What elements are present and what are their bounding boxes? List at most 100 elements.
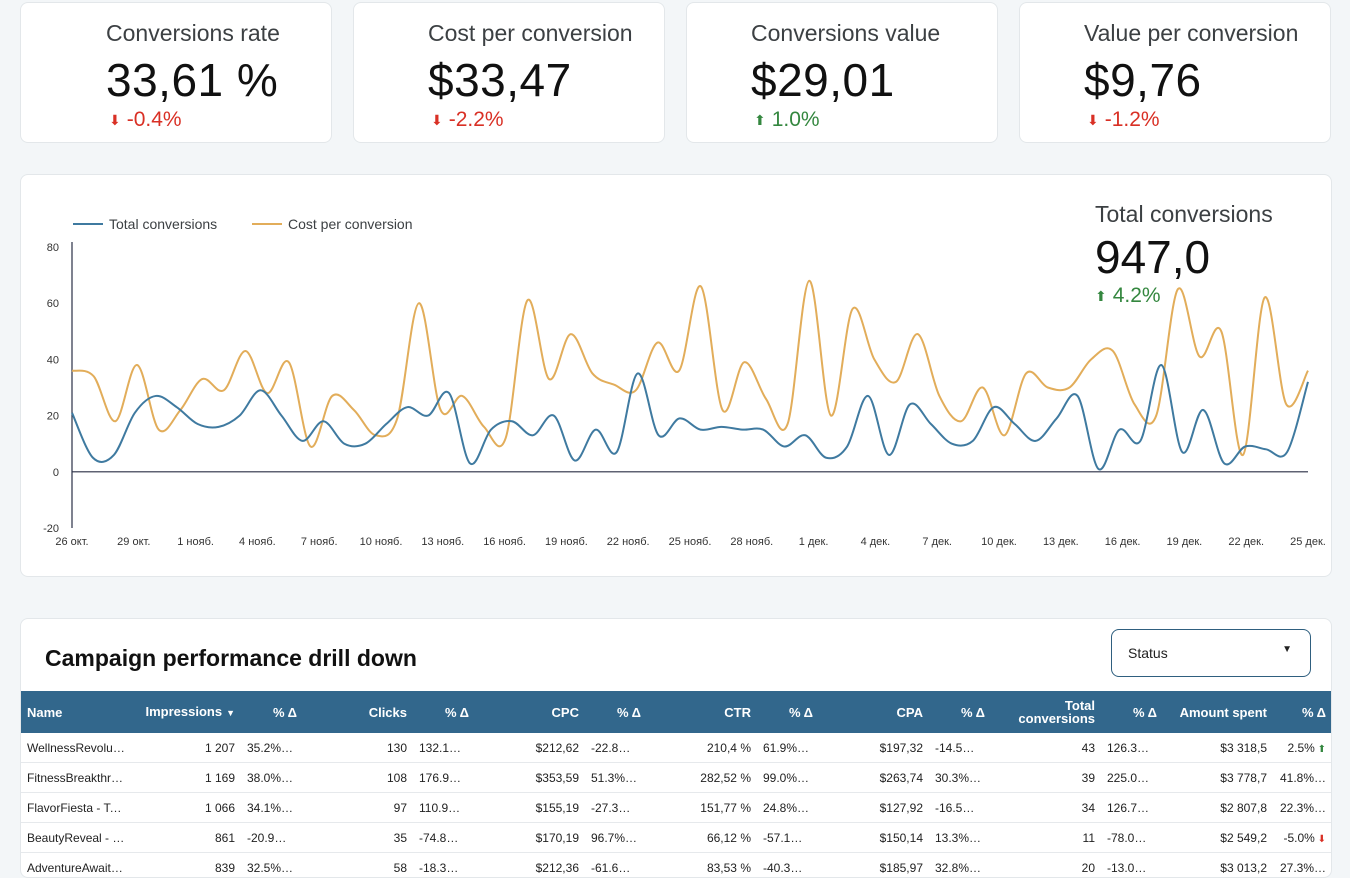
x-tick-label: 10 нояб. xyxy=(360,536,403,548)
kpi-delta-value: -2.2% xyxy=(449,108,504,131)
col-header-delta[interactable]: % Δ xyxy=(1101,691,1163,733)
table-cell: 1 207 xyxy=(131,733,241,763)
table-cell: $170,19 xyxy=(475,823,585,853)
table-cell: $185,97 xyxy=(819,853,929,878)
status-dropdown-label: Status xyxy=(1128,645,1168,661)
col-header-delta[interactable]: % Δ xyxy=(413,691,475,733)
y-tick-label: -20 xyxy=(43,523,59,535)
kpi-value: 33,61 % xyxy=(106,53,278,107)
table-cell: 43 xyxy=(991,733,1101,763)
table-cell: 132.1… xyxy=(413,733,475,763)
kpi-card-cost-per-conversion: Cost per conversion $33,47 ⬇-2.2% xyxy=(353,2,665,143)
x-tick-label: 7 дек. xyxy=(922,536,952,548)
kpi-value: $29,01 xyxy=(751,53,895,107)
kpi-delta: ⬆1.0% xyxy=(754,108,820,132)
x-tick-label: 1 нояб. xyxy=(177,536,214,548)
table-cell: 32.8%… xyxy=(929,853,991,878)
table-cell: 108 xyxy=(303,763,413,793)
col-header-cpa[interactable]: CPA xyxy=(819,691,929,733)
table-cell: 35 xyxy=(303,823,413,853)
col-header-delta[interactable]: % Δ xyxy=(585,691,647,733)
cell-campaign-name: BeautyReveal - … xyxy=(21,823,131,853)
total-conversions-value: 947,0 xyxy=(1095,230,1273,284)
legend-label: Total conversions xyxy=(109,216,217,232)
table-row[interactable]: BeautyReveal - …861-20.9…35-74.8…$170,19… xyxy=(21,823,1332,853)
col-header-delta[interactable]: % Δ xyxy=(929,691,991,733)
table-cell: -14.5… xyxy=(929,733,991,763)
kpi-title: Conversions rate xyxy=(106,20,280,47)
table-cell: $353,59 xyxy=(475,763,585,793)
col-header-ctr[interactable]: CTR xyxy=(647,691,757,733)
col-header-name[interactable]: Name xyxy=(21,691,131,733)
cell-campaign-name: FlavorFiesta - Te… xyxy=(21,793,131,823)
table-cell: 1 066 xyxy=(131,793,241,823)
total-conversions-delta: ⬆4.2% xyxy=(1095,284,1273,308)
x-tick-label: 1 дек. xyxy=(799,536,829,548)
kpi-delta: ⬇-2.2% xyxy=(431,108,504,132)
table-cell: -22.8… xyxy=(585,733,647,763)
x-tick-label: 4 нояб. xyxy=(239,536,276,548)
table-cell: -27.3… xyxy=(585,793,647,823)
table-cell: $2 807,8 xyxy=(1163,793,1273,823)
table-cell: 210,4 % xyxy=(647,733,757,763)
kpi-card-conversions-rate: Conversions rate 33,61 % ⬇ -0.4% xyxy=(20,2,332,143)
table-cell: -74.8… xyxy=(413,823,475,853)
kpi-delta: ⬇ -0.4% xyxy=(109,108,182,132)
table-header-row: Name Impressions▼ % Δ Clicks % Δ CPC % Δ… xyxy=(21,691,1332,733)
table-cell: 97 xyxy=(303,793,413,823)
arrow-down-icon: ⬇ xyxy=(1315,834,1326,845)
col-header-cpc[interactable]: CPC xyxy=(475,691,585,733)
table-cell: $3 318,5 xyxy=(1163,733,1273,763)
table-cell: -57.1… xyxy=(757,823,819,853)
table-cell: 22.3%… xyxy=(1273,793,1332,823)
col-header-amount-spent[interactable]: Amount spent xyxy=(1163,691,1273,733)
table-cell: 130 xyxy=(303,733,413,763)
x-tick-label: 13 нояб. xyxy=(421,536,464,548)
table-cell: $2 549,2 xyxy=(1163,823,1273,853)
kpi-title: Conversions value xyxy=(751,20,940,47)
table-cell: $263,74 xyxy=(819,763,929,793)
table-cell: 32.5%… xyxy=(241,853,303,878)
table-cell: 110.9… xyxy=(413,793,475,823)
table-cell: -16.5… xyxy=(929,793,991,823)
x-tick-label: 26 окт. xyxy=(55,536,88,548)
col-header-delta[interactable]: % Δ xyxy=(757,691,819,733)
table-cell: 41.8%… xyxy=(1273,763,1332,793)
table-cell: -78.0… xyxy=(1101,823,1163,853)
table-cell: -20.9… xyxy=(241,823,303,853)
table-cell: 1 169 xyxy=(131,763,241,793)
cell-campaign-name: WellnessRevolut… xyxy=(21,733,131,763)
col-header-impressions[interactable]: Impressions▼ xyxy=(131,691,241,733)
y-tick-label: 60 xyxy=(47,298,59,310)
y-tick-label: 0 xyxy=(53,467,59,479)
x-tick-label: 4 дек. xyxy=(861,536,891,548)
kpi-title: Cost per conversion xyxy=(428,20,633,47)
col-header-clicks[interactable]: Clicks xyxy=(303,691,413,733)
x-tick-label: 29 окт. xyxy=(117,536,150,548)
col-header-delta[interactable]: % Δ xyxy=(1273,691,1332,733)
table-cell: 34 xyxy=(991,793,1101,823)
cell-campaign-name: FitnessBreakthr… xyxy=(21,763,131,793)
kpi-delta: ⬇-1.2% xyxy=(1087,108,1160,132)
table-cell: 38.0%… xyxy=(241,763,303,793)
total-conversions-delta-value: 4.2% xyxy=(1113,284,1161,307)
cell-campaign-name: AdventureAwait… xyxy=(21,853,131,878)
arrow-down-icon: ⬇ xyxy=(109,112,121,129)
kpi-value: $33,47 xyxy=(428,53,572,107)
x-tick-label: 7 нояб. xyxy=(301,536,338,548)
table-cell: 176.9… xyxy=(413,763,475,793)
arrow-up-icon: ⬆ xyxy=(1315,744,1326,755)
table-cell: 83,53 % xyxy=(647,853,757,878)
table-cell: 96.7%… xyxy=(585,823,647,853)
status-dropdown[interactable]: Status ▼ xyxy=(1111,629,1311,677)
col-header-delta[interactable]: % Δ xyxy=(241,691,303,733)
table-cell: -13.0… xyxy=(1101,853,1163,878)
table-cell: -61.6%… xyxy=(585,853,647,878)
col-header-total-conversions[interactable]: Total conversions xyxy=(991,691,1101,733)
kpi-delta-value: -0.4% xyxy=(127,108,182,131)
